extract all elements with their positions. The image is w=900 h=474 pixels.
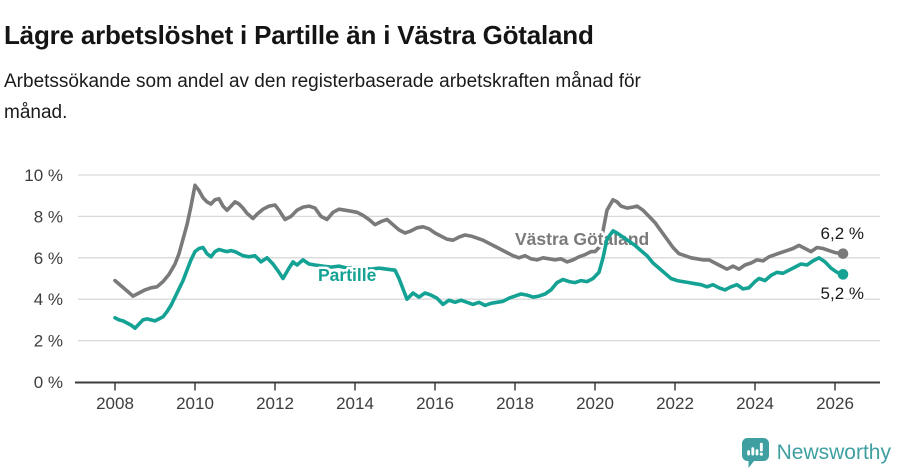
bar-medium bbox=[755, 449, 759, 456]
x-tick-label-2010: 2010 bbox=[176, 394, 214, 413]
exclamation-dot bbox=[759, 452, 763, 456]
page-title: Lägre arbetslöshet i Partille än i Västr… bbox=[4, 20, 594, 51]
y-tick-label-6: 6 % bbox=[34, 249, 63, 268]
subtitle-line-2: månad. bbox=[4, 102, 68, 123]
page-subtitle: Arbetssökande som andel av den registerb… bbox=[4, 66, 641, 128]
exclamation-bar bbox=[759, 442, 763, 452]
x-tick-label-2012: 2012 bbox=[256, 394, 294, 413]
y-tick-label-2: 2 % bbox=[34, 332, 63, 351]
end-value-label-v-stra-g-taland: 6,2 % bbox=[821, 224, 864, 243]
x-tick-label-2022: 2022 bbox=[656, 394, 694, 413]
x-tick-label-2026: 2026 bbox=[816, 394, 854, 413]
bar-tall bbox=[751, 447, 754, 456]
x-tick-label-2020: 2020 bbox=[576, 394, 614, 413]
end-dot-partille bbox=[837, 269, 849, 280]
y-tick-label-0: 0 % bbox=[34, 373, 63, 392]
newsworthy-wordmark: Newsworthy bbox=[776, 441, 891, 464]
subtitle-line-1: Arbetssökande som andel av den registerb… bbox=[4, 71, 641, 92]
y-tick-label-8: 8 % bbox=[34, 207, 63, 226]
x-tick-label-2008: 2008 bbox=[96, 394, 134, 413]
series-label-partille: Partille bbox=[318, 265, 377, 285]
speech-bubble-shape bbox=[741, 438, 769, 468]
series-line-v-stra-g-taland bbox=[113, 183, 845, 298]
x-tick-label-2018: 2018 bbox=[496, 394, 534, 413]
bar-small bbox=[746, 450, 750, 456]
end-dot-v-stra-g-taland bbox=[837, 248, 849, 259]
newsworthy-logo-icon bbox=[741, 438, 769, 468]
newsworthy-brand-link[interactable]: Newsworthy bbox=[741, 437, 891, 469]
end-value-label-partille: 5,2 % bbox=[821, 284, 864, 303]
y-tick-label-4: 4 % bbox=[34, 290, 63, 309]
series-line-partille bbox=[113, 229, 845, 331]
x-tick-label-2014: 2014 bbox=[336, 394, 374, 413]
x-tick-label-2016: 2016 bbox=[416, 394, 454, 413]
series-label-v-stra-g-taland: Västra Götaland bbox=[515, 229, 649, 249]
x-tick-label-2024: 2024 bbox=[736, 394, 774, 413]
y-tick-label-10: 10 % bbox=[24, 166, 63, 185]
